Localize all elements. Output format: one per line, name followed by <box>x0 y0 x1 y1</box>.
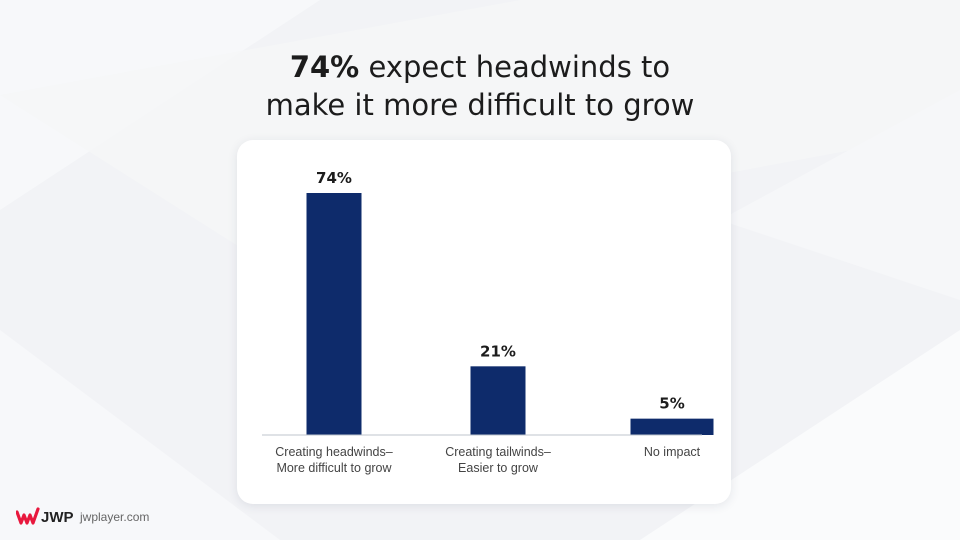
data-label: 5% <box>659 395 684 413</box>
data-label: 21% <box>480 342 516 360</box>
bar-chart: 74% Creating headwinds– More difficult to … <box>262 169 714 475</box>
chart-card: 74% Creating headwinds– More difficult to … <box>237 140 731 504</box>
title-line1: expect headwinds to <box>359 50 671 84</box>
title-highlight: 74% <box>289 50 360 84</box>
bar <box>470 366 526 435</box>
category-label: More difficult to grow <box>276 461 392 475</box>
category-label: No impact <box>644 445 701 459</box>
category-label: Creating headwinds– <box>275 445 392 459</box>
title-line2: make it more difficult to grow <box>265 88 695 122</box>
logo-text: JWP <box>41 509 74 526</box>
bar <box>630 418 714 435</box>
page-title: 74% expect headwinds to make it more dif… <box>0 48 960 124</box>
data-label: 74% <box>316 169 352 187</box>
brand-logo: JWP jwplayer.com <box>15 506 149 530</box>
bar <box>306 193 362 435</box>
site-link[interactable]: jwplayer.com <box>80 510 150 524</box>
category-label: Easier to grow <box>458 461 539 475</box>
jwp-logo-icon <box>15 507 40 525</box>
category-label: Creating tailwinds– <box>445 445 551 459</box>
